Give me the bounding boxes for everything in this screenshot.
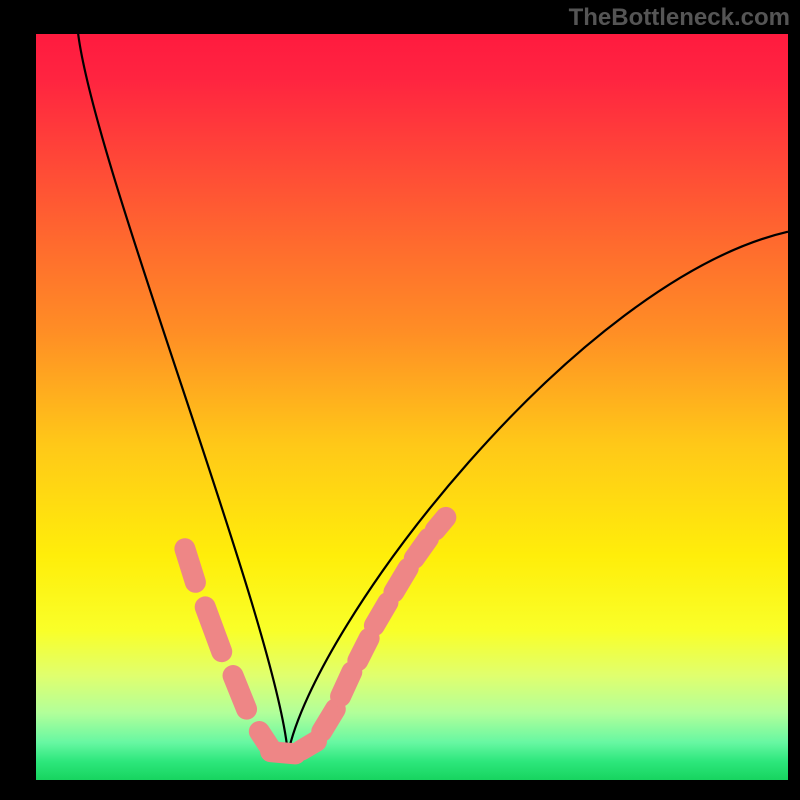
chart-container: TheBottleneck.com — [0, 0, 800, 800]
gradient-background — [36, 34, 788, 780]
highlight-seg — [394, 568, 408, 592]
highlight-seg — [358, 638, 369, 660]
highlight-seg — [374, 602, 388, 625]
highlight-seg — [185, 549, 196, 583]
highlight-seg — [322, 709, 336, 731]
highlight-seg — [435, 517, 446, 530]
highlight-seg — [233, 676, 247, 710]
plot-svg — [36, 34, 788, 780]
plot-area — [36, 34, 788, 780]
highlight-seg — [301, 741, 316, 750]
highlight-seg — [414, 538, 428, 558]
watermark-text: TheBottleneck.com — [569, 4, 790, 32]
highlight-seg — [341, 672, 352, 697]
